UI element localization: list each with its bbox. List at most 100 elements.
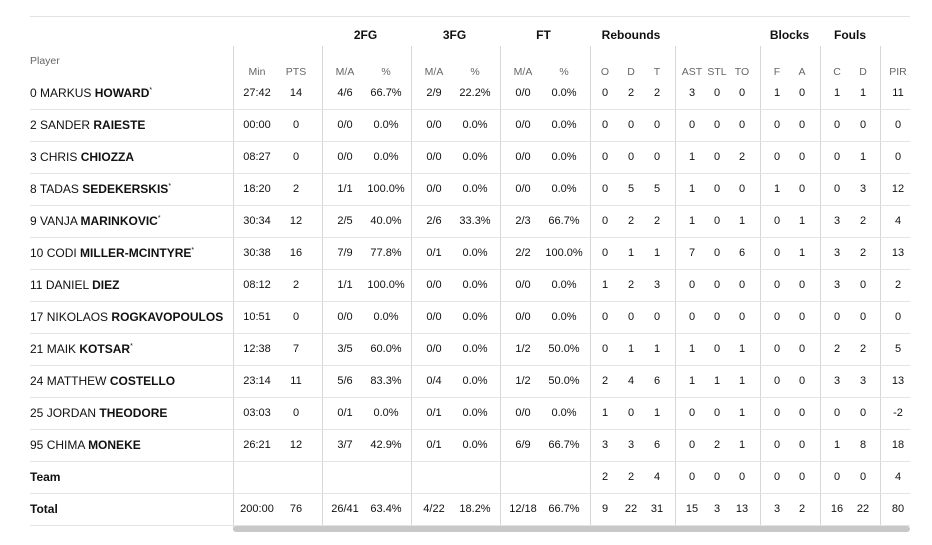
cell: 1/1 [337, 183, 353, 195]
cell: 0/0 [515, 151, 531, 163]
cell: 2/2 [515, 247, 531, 259]
cell: 30:34 [243, 215, 271, 227]
cell: 0 [713, 215, 721, 227]
cell: 0 [773, 439, 781, 451]
cell: 1 [653, 343, 661, 355]
cell: 200:00 [240, 503, 274, 515]
last-name: ROGKAVOPOULOS [111, 310, 224, 324]
last-name: DIEZ [92, 278, 120, 292]
cell: 1/2 [515, 375, 531, 387]
cell: 0/0 [515, 279, 531, 291]
separator [322, 46, 323, 530]
player-number: 10 [30, 246, 44, 260]
cell: 0/0 [426, 343, 442, 355]
cell: 0.0% [462, 311, 488, 323]
player-name: 8 TADAS SEDEKERSKIS* [30, 182, 171, 196]
player-name: 3 CHRIS CHIOZZA [30, 150, 134, 164]
cell: 7 [688, 247, 696, 259]
cell: 0 [798, 471, 806, 483]
last-name: THEODORE [99, 406, 168, 420]
cell: 5/6 [337, 375, 353, 387]
cell: 0 [798, 311, 806, 323]
cell: 22.2% [459, 87, 491, 99]
column-header: % [470, 66, 480, 78]
cell: 0.0% [462, 375, 488, 387]
cell: 0 [713, 183, 721, 195]
column-header: STL [707, 66, 727, 78]
cell: 6 [738, 247, 746, 259]
separator [760, 46, 761, 530]
scrollbar[interactable] [233, 526, 910, 532]
cell: 0/0 [426, 311, 442, 323]
cell: 0 [773, 279, 781, 291]
cell: 31 [650, 503, 664, 515]
player-name: 25 JORDAN THEODORE [30, 406, 167, 420]
separator [500, 46, 501, 530]
cell: 0 [627, 311, 635, 323]
cell: 2/9 [426, 87, 442, 99]
separator [590, 46, 591, 530]
column-header: % [559, 66, 569, 78]
player-number: 21 [30, 342, 44, 356]
cell: 1 [798, 247, 806, 259]
cell: 0 [833, 119, 841, 131]
row-divider [30, 205, 910, 206]
cell: 0 [292, 311, 300, 323]
cell: 7/9 [337, 247, 353, 259]
cell: 0.0% [462, 279, 488, 291]
cell: 0 [859, 471, 867, 483]
cell: 0 [833, 183, 841, 195]
last-name: KOTSAR [79, 342, 131, 356]
cell: 4 [894, 215, 902, 227]
player-name: 0 MARKUS HOWARD* [30, 86, 152, 100]
cell: 12 [289, 215, 303, 227]
cell: 0 [601, 87, 609, 99]
cell: 0 [894, 119, 902, 131]
first-name: VANJA [40, 214, 78, 228]
cell: 66.7% [548, 215, 580, 227]
cell: 0/0 [426, 151, 442, 163]
cell: 0 [713, 119, 721, 131]
cell: 0 [713, 151, 721, 163]
player-name: 11 DANIEL DIEZ [30, 278, 119, 292]
cell: 0 [601, 119, 609, 131]
cell: 0 [773, 375, 781, 387]
cell: 2 [292, 279, 300, 291]
cell: 12 [891, 183, 905, 195]
cell: 2 [798, 503, 806, 515]
cell: 1 [798, 215, 806, 227]
cell: 4 [627, 375, 635, 387]
cell: 26:21 [243, 439, 271, 451]
cell: 1 [653, 407, 661, 419]
cell: 0 [738, 471, 746, 483]
cell: 0 [292, 119, 300, 131]
cell: 0 [627, 407, 635, 419]
cell: 4/22 [423, 503, 445, 515]
cell: 0 [798, 343, 806, 355]
cell: 2 [713, 439, 721, 451]
cell: 0 [773, 247, 781, 259]
cell: 6/9 [515, 439, 531, 451]
cell: 1 [738, 215, 746, 227]
cell: 60.0% [370, 343, 402, 355]
cell: 0/1 [337, 407, 353, 419]
first-name: JORDAN [46, 406, 97, 420]
cell: 0 [627, 119, 635, 131]
cell: 0 [601, 247, 609, 259]
cell: 0 [713, 311, 721, 323]
last-name: RAIESTE [93, 118, 146, 132]
cell: 18.2% [459, 503, 491, 515]
cell: 3 [859, 183, 867, 195]
last-name: COSTELLO [109, 374, 176, 388]
cell: 0 [738, 87, 746, 99]
cell: 5 [653, 183, 661, 195]
row-divider [30, 269, 910, 270]
cell: 3 [601, 439, 609, 451]
cell: 0 [713, 279, 721, 291]
first-name: MATTHEW [46, 374, 107, 388]
cell: 80 [891, 503, 905, 515]
column-header: % [381, 66, 391, 78]
cell: 13 [735, 503, 749, 515]
cell: 0 [688, 471, 696, 483]
cell: 0 [688, 407, 696, 419]
